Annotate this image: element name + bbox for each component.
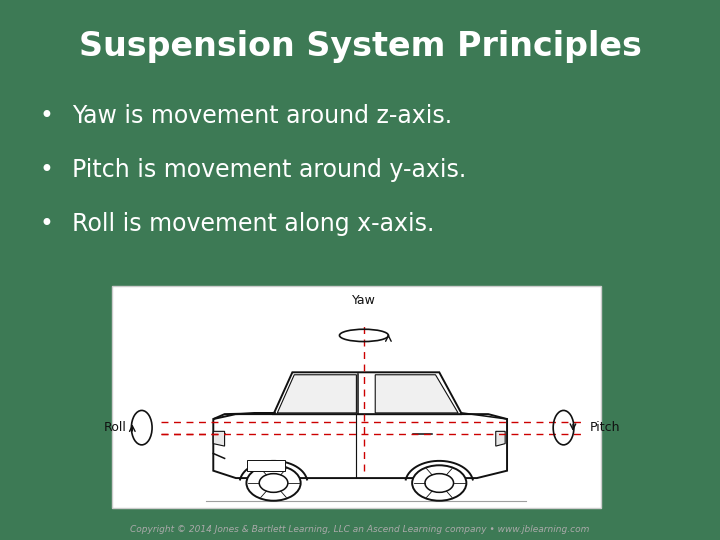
Text: Yaw: Yaw xyxy=(352,294,376,307)
Text: Copyright © 2014 Jones & Bartlett Learning, LLC an Ascend Learning company • www: Copyright © 2014 Jones & Bartlett Learni… xyxy=(130,524,590,534)
Bar xyxy=(247,460,285,471)
Circle shape xyxy=(425,474,454,492)
Polygon shape xyxy=(213,414,507,478)
Circle shape xyxy=(246,465,301,501)
Text: Suspension System Principles: Suspension System Principles xyxy=(78,30,642,63)
Text: •: • xyxy=(40,158,53,182)
Polygon shape xyxy=(277,375,356,413)
Text: Pitch: Pitch xyxy=(590,421,621,434)
Polygon shape xyxy=(496,431,505,446)
Polygon shape xyxy=(375,375,458,413)
FancyBboxPatch shape xyxy=(112,286,601,508)
Text: Roll is movement along x-axis.: Roll is movement along x-axis. xyxy=(72,212,434,236)
Text: •: • xyxy=(40,212,53,236)
Circle shape xyxy=(259,474,288,492)
Circle shape xyxy=(412,465,467,501)
Text: Yaw is movement around z-axis.: Yaw is movement around z-axis. xyxy=(72,104,452,128)
Text: •: • xyxy=(40,104,53,128)
Polygon shape xyxy=(213,431,225,446)
Text: Roll: Roll xyxy=(104,421,127,434)
Polygon shape xyxy=(274,372,462,414)
Text: Pitch is movement around y-axis.: Pitch is movement around y-axis. xyxy=(72,158,467,182)
